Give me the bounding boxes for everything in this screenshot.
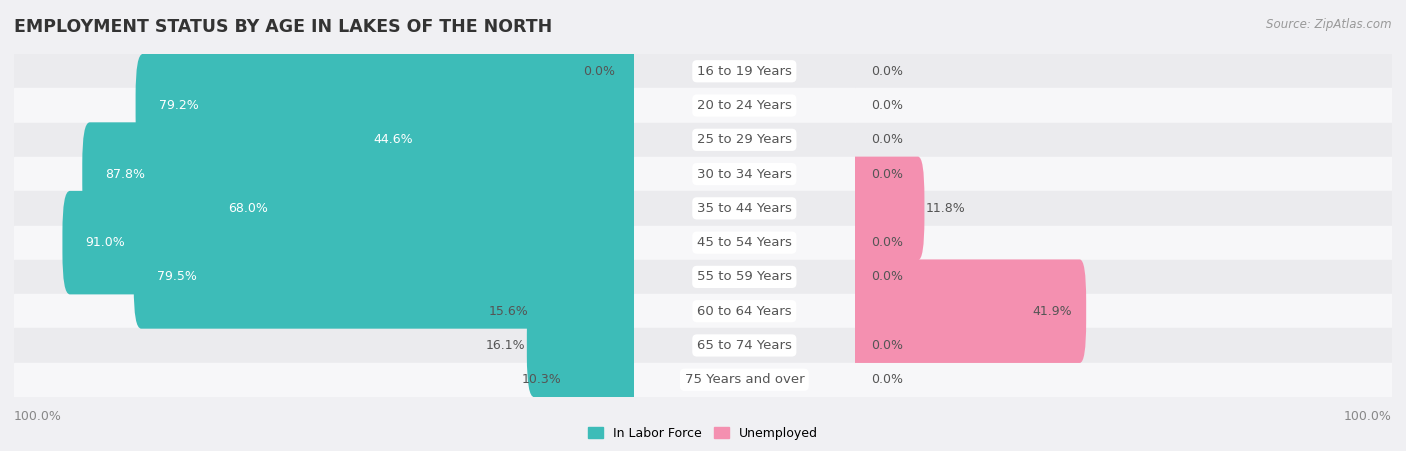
- Bar: [855, 363, 1392, 397]
- Bar: [855, 123, 1392, 157]
- Text: 79.5%: 79.5%: [156, 271, 197, 283]
- Text: 91.0%: 91.0%: [86, 236, 125, 249]
- Text: 25 to 29 Years: 25 to 29 Years: [697, 133, 792, 146]
- Bar: [14, 260, 634, 294]
- Legend: In Labor Force, Unemployed: In Labor Force, Unemployed: [583, 422, 823, 445]
- Bar: [634, 328, 855, 363]
- Text: 68.0%: 68.0%: [228, 202, 269, 215]
- Text: 10.3%: 10.3%: [522, 373, 561, 386]
- Bar: [855, 54, 1392, 88]
- Text: 16.1%: 16.1%: [485, 339, 524, 352]
- Text: 0.0%: 0.0%: [870, 65, 903, 78]
- Text: 0.0%: 0.0%: [870, 373, 903, 386]
- Bar: [634, 260, 855, 294]
- Bar: [634, 54, 855, 88]
- Text: 20 to 24 Years: 20 to 24 Years: [697, 99, 792, 112]
- Text: 0.0%: 0.0%: [870, 339, 903, 352]
- Bar: [14, 54, 634, 88]
- Bar: [634, 226, 855, 260]
- FancyBboxPatch shape: [530, 259, 641, 363]
- Bar: [634, 123, 855, 157]
- Text: 60 to 64 Years: 60 to 64 Years: [697, 305, 792, 318]
- FancyBboxPatch shape: [83, 122, 641, 226]
- Bar: [634, 363, 855, 397]
- FancyBboxPatch shape: [62, 191, 641, 295]
- FancyBboxPatch shape: [848, 156, 924, 260]
- FancyBboxPatch shape: [350, 88, 641, 192]
- Text: 0.0%: 0.0%: [870, 133, 903, 146]
- Text: 41.9%: 41.9%: [1032, 305, 1071, 318]
- Bar: [634, 157, 855, 191]
- Text: 15.6%: 15.6%: [488, 305, 529, 318]
- Bar: [14, 328, 634, 363]
- Bar: [855, 191, 1392, 226]
- Text: 44.6%: 44.6%: [373, 133, 413, 146]
- Bar: [14, 88, 634, 123]
- Bar: [14, 157, 634, 191]
- Bar: [855, 260, 1392, 294]
- Bar: [855, 294, 1392, 328]
- Text: EMPLOYMENT STATUS BY AGE IN LAKES OF THE NORTH: EMPLOYMENT STATUS BY AGE IN LAKES OF THE…: [14, 18, 553, 36]
- Text: 30 to 34 Years: 30 to 34 Years: [697, 168, 792, 180]
- FancyBboxPatch shape: [134, 225, 641, 329]
- FancyBboxPatch shape: [562, 328, 641, 432]
- Text: 0.0%: 0.0%: [870, 99, 903, 112]
- Bar: [14, 294, 634, 328]
- FancyBboxPatch shape: [135, 54, 641, 157]
- Bar: [855, 226, 1392, 260]
- Bar: [634, 88, 855, 123]
- Text: 0.0%: 0.0%: [583, 65, 616, 78]
- Bar: [14, 363, 634, 397]
- Text: 65 to 74 Years: 65 to 74 Years: [697, 339, 792, 352]
- Bar: [14, 226, 634, 260]
- Bar: [14, 123, 634, 157]
- Text: 87.8%: 87.8%: [105, 168, 145, 180]
- Text: 55 to 59 Years: 55 to 59 Years: [697, 271, 792, 283]
- FancyBboxPatch shape: [848, 259, 1087, 363]
- FancyBboxPatch shape: [527, 294, 641, 397]
- Text: 35 to 44 Years: 35 to 44 Years: [697, 202, 792, 215]
- Text: Source: ZipAtlas.com: Source: ZipAtlas.com: [1267, 18, 1392, 31]
- Text: 100.0%: 100.0%: [14, 410, 62, 423]
- Text: 45 to 54 Years: 45 to 54 Years: [697, 236, 792, 249]
- Bar: [634, 191, 855, 226]
- Bar: [855, 328, 1392, 363]
- FancyBboxPatch shape: [205, 156, 641, 260]
- Text: 79.2%: 79.2%: [159, 99, 198, 112]
- Bar: [14, 191, 634, 226]
- Text: 16 to 19 Years: 16 to 19 Years: [697, 65, 792, 78]
- Text: 0.0%: 0.0%: [870, 271, 903, 283]
- Text: 0.0%: 0.0%: [870, 236, 903, 249]
- Text: 0.0%: 0.0%: [870, 168, 903, 180]
- Text: 11.8%: 11.8%: [927, 202, 966, 215]
- Bar: [855, 88, 1392, 123]
- Text: 100.0%: 100.0%: [1344, 410, 1392, 423]
- Bar: [855, 157, 1392, 191]
- Text: 75 Years and over: 75 Years and over: [685, 373, 804, 386]
- Bar: [634, 294, 855, 328]
